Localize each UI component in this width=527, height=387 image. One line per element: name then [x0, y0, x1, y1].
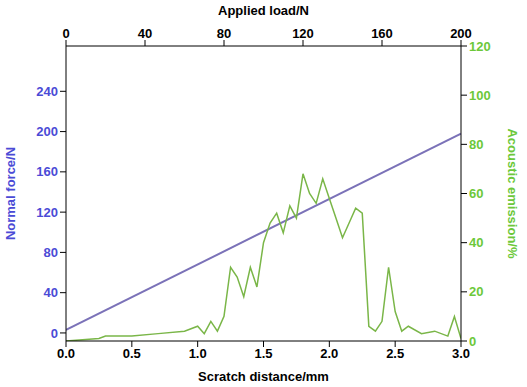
svg-text:0: 0 — [51, 326, 58, 341]
svg-text:60: 60 — [469, 186, 483, 201]
svg-text:120: 120 — [469, 39, 491, 54]
svg-text:Acoustic emission/%: Acoustic emission/% — [505, 128, 520, 258]
svg-text:Normal force/N: Normal force/N — [3, 147, 18, 240]
svg-text:160: 160 — [36, 164, 58, 179]
svg-text:100: 100 — [469, 88, 491, 103]
svg-text:Scratch distance/mm: Scratch distance/mm — [198, 369, 329, 384]
svg-text:0.0: 0.0 — [57, 346, 75, 361]
svg-text:0: 0 — [62, 26, 69, 41]
svg-text:80: 80 — [217, 26, 231, 41]
svg-text:80: 80 — [469, 137, 483, 152]
svg-text:40: 40 — [138, 26, 152, 41]
svg-text:240: 240 — [36, 84, 58, 99]
svg-text:40: 40 — [469, 235, 483, 250]
svg-text:160: 160 — [371, 26, 393, 41]
svg-text:200: 200 — [36, 124, 58, 139]
svg-text:2.0: 2.0 — [320, 346, 338, 361]
svg-text:20: 20 — [469, 284, 483, 299]
svg-text:2.5: 2.5 — [386, 346, 404, 361]
svg-text:1.5: 1.5 — [254, 346, 272, 361]
svg-text:0.5: 0.5 — [123, 346, 141, 361]
svg-text:3.0: 3.0 — [452, 346, 470, 361]
svg-text:0: 0 — [469, 334, 476, 349]
svg-text:120: 120 — [36, 205, 58, 220]
svg-text:40: 40 — [44, 285, 58, 300]
svg-text:1.0: 1.0 — [189, 346, 207, 361]
svg-text:Applied load/N: Applied load/N — [218, 3, 309, 18]
svg-text:120: 120 — [292, 26, 314, 41]
svg-text:80: 80 — [44, 245, 58, 260]
svg-text:200: 200 — [450, 26, 472, 41]
